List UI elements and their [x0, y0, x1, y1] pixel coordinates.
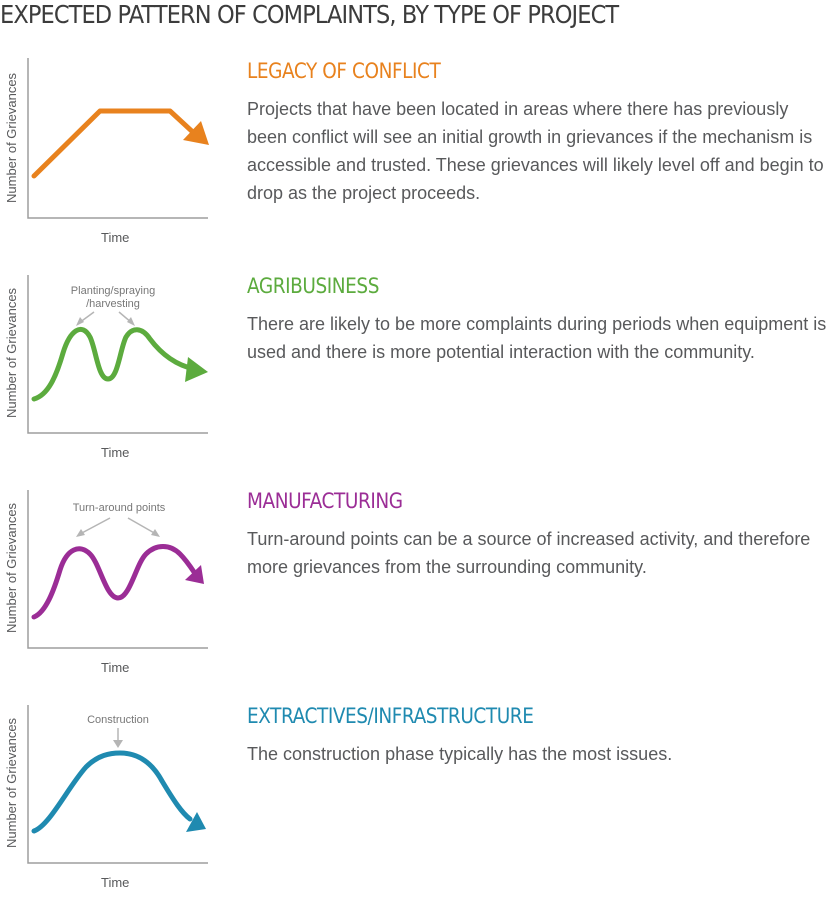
section-heading: MANUFACTURING	[247, 489, 403, 513]
trend-line	[31, 750, 193, 834]
peak-annotation: Turn-around points	[72, 502, 166, 514]
page-title: EXPECTED PATTERN OF COMPLAINTS, BY TYPE …	[0, 0, 619, 29]
annotation-pointer-right-head	[127, 317, 135, 326]
peak-annotation: Planting/spraying /harvesting	[70, 285, 156, 310]
section-heading: AGRIBUSINESS	[247, 274, 379, 298]
x-axis-label: Time	[101, 230, 130, 245]
annotation-pointer-left-head	[76, 529, 85, 537]
trend-arrowhead	[183, 121, 209, 145]
annotation-pointer-head	[113, 740, 123, 748]
peak-annotation: Construction	[87, 714, 149, 726]
y-axis-label: Number of Grievances	[4, 287, 19, 418]
graph-axes	[27, 490, 208, 649]
y-axis-label: Number of Grievances	[4, 502, 19, 633]
trend-arrowhead	[185, 565, 204, 584]
graph-extractives-infrastructure: Construction Number of Grievances Time	[0, 695, 215, 910]
graph-canvas	[27, 58, 209, 219]
section-description: The construction phase typically has the…	[247, 744, 673, 764]
x-axis-label: Time	[101, 660, 130, 675]
annotation-pointer-left	[79, 517, 111, 535]
graph-axes	[27, 705, 208, 864]
trend-line	[31, 544, 197, 620]
section-description: Turn-around points can be a source of in…	[247, 529, 811, 577]
section-legacy-of-conflict: Number of Grievances Time LEGACY OF CONF…	[0, 50, 835, 265]
graph-axes	[27, 58, 208, 219]
graph-agribusiness: Planting/spraying /harvesting Number of …	[0, 265, 215, 480]
section-heading: EXTRACTIVES/INFRASTRUCTURE	[247, 704, 534, 728]
annotation-pointer-right-head	[151, 529, 160, 537]
graph-canvas	[27, 705, 208, 864]
trend-arrowhead	[186, 812, 206, 832]
x-axis-label: Time	[101, 445, 130, 460]
graph-legacy-of-conflict: Number of Grievances Time	[0, 50, 215, 265]
graph-canvas	[27, 275, 208, 434]
section-manufacturing: Turn-around points Number of Grievances …	[0, 480, 835, 695]
annotation-pointer-left-head	[76, 317, 84, 326]
section-description: There are likely to be more complaints d…	[247, 314, 827, 362]
section-description: Projects that have been located in areas…	[247, 99, 824, 203]
section-extractives-infrastructure: Construction Number of Grievances Time E…	[0, 695, 835, 910]
y-axis-label: Number of Grievances	[4, 717, 19, 848]
annotation-pointer-right	[127, 517, 157, 535]
section-agribusiness: Planting/spraying /harvesting Number of …	[0, 265, 835, 480]
trend-line	[31, 108, 199, 179]
trend-line	[31, 326, 197, 402]
x-axis-label: Time	[101, 875, 130, 890]
graph-canvas	[27, 490, 208, 649]
graph-manufacturing: Turn-around points Number of Grievances …	[0, 480, 215, 695]
section-heading: LEGACY OF CONFLICT	[247, 59, 441, 83]
trend-arrowhead	[185, 357, 208, 382]
graph-axes	[27, 275, 208, 434]
y-axis-label: Number of Grievances	[4, 72, 19, 203]
